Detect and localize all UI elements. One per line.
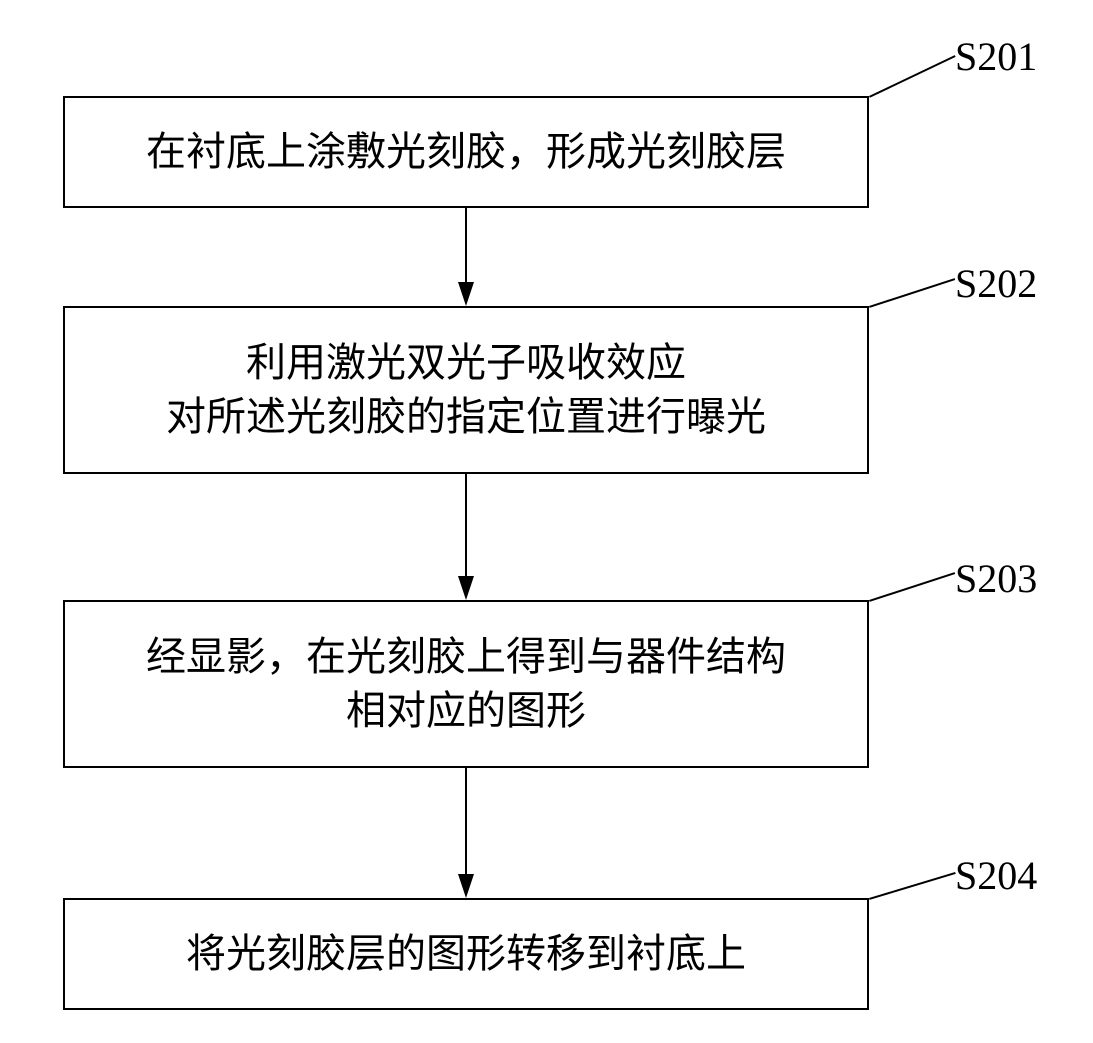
leader-line bbox=[869, 572, 956, 602]
arrow-s202-s203 bbox=[450, 474, 482, 600]
arrow-s203-s204 bbox=[450, 768, 482, 898]
step-label-s203: S203 bbox=[955, 555, 1037, 602]
step-box-s201: 在衬底上涂敷光刻胶，形成光刻胶层 bbox=[63, 96, 869, 208]
flowchart-canvas: 在衬底上涂敷光刻胶，形成光刻胶层 S201 利用激光双光子吸收效应对所述光刻胶的指定… bbox=[0, 0, 1093, 1043]
step-text: 利用激光双光子吸收效应对所述光刻胶的指定位置进行曝光 bbox=[166, 336, 766, 444]
step-label-s201: S201 bbox=[955, 33, 1037, 80]
step-box-s202: 利用激光双光子吸收效应对所述光刻胶的指定位置进行曝光 bbox=[63, 306, 869, 474]
leader-line bbox=[869, 872, 956, 900]
step-label-s204: S204 bbox=[955, 852, 1037, 899]
leader-line bbox=[869, 278, 956, 308]
step-text: 经显影，在光刻胶上得到与器件结构相对应的图形 bbox=[146, 630, 786, 738]
step-text: 在衬底上涂敷光刻胶，形成光刻胶层 bbox=[146, 125, 786, 179]
step-label-s202: S202 bbox=[955, 260, 1037, 307]
leader-line bbox=[869, 55, 956, 98]
step-box-s204: 将光刻胶层的图形转移到衬底上 bbox=[63, 898, 869, 1010]
step-text: 将光刻胶层的图形转移到衬底上 bbox=[186, 927, 746, 981]
step-box-s203: 经显影，在光刻胶上得到与器件结构相对应的图形 bbox=[63, 600, 869, 768]
arrow-s201-s202 bbox=[450, 208, 482, 306]
